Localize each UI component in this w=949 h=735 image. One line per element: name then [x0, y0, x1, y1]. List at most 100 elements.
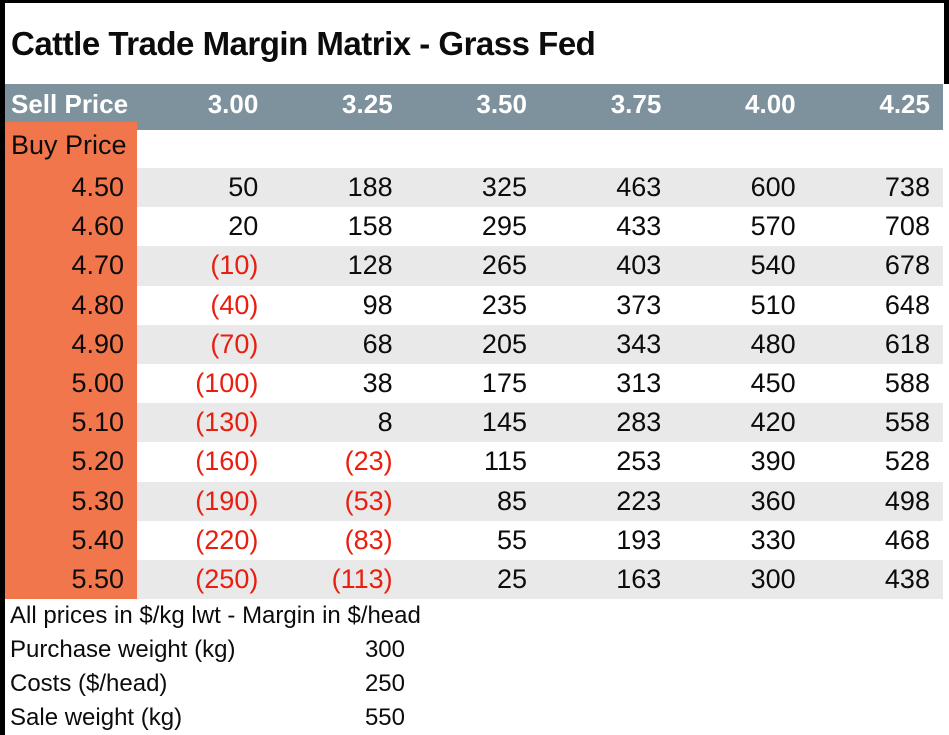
margin-cell[interactable]: (83) — [344, 524, 393, 555]
margin-cell[interactable]: 325 — [405, 168, 540, 208]
buy-price-cell[interactable]: 4.50 — [5, 168, 137, 208]
margin-cell[interactable]: 205 — [405, 324, 540, 364]
margin-cell[interactable]: 98 — [362, 289, 393, 320]
margin-cell[interactable]: 300 — [674, 559, 809, 600]
title-cell-right-border — [944, 0, 949, 84]
sell-price-header-row: Sell Price 3.00 3.25 3.50 3.75 4.00 4.25 — [5, 84, 943, 130]
margin-cell[interactable]: (220) — [195, 524, 259, 555]
margin-cell[interactable]: 193 — [616, 524, 662, 555]
margin-cell[interactable]: 498 — [808, 481, 943, 521]
sell-price-label-cell[interactable]: Sell Price — [11, 88, 129, 119]
margin-cell[interactable]: 158 — [347, 211, 393, 242]
parameter-label[interactable]: Purchase weight (kg) — [10, 636, 236, 663]
margin-cell[interactable]: 528 — [884, 446, 930, 477]
parameter-row: Sale weight (kg) 550 — [5, 701, 943, 735]
buy-price-cell[interactable]: 5.50 — [5, 559, 137, 600]
margin-cell[interactable]: (70) — [137, 324, 272, 364]
margin-cell[interactable]: (113) — [271, 559, 406, 600]
margin-cell[interactable]: 295 — [481, 211, 527, 242]
buy-price-cell[interactable]: 5.40 — [5, 520, 137, 560]
matrix-row: 5.10 (130) 8 145 283 420 558 — [5, 403, 943, 443]
margin-cell[interactable]: 600 — [674, 168, 809, 208]
margin-cell[interactable]: (10) — [137, 246, 272, 286]
margin-cell[interactable]: (130) — [137, 403, 272, 443]
margin-cell[interactable]: 265 — [405, 246, 540, 286]
parameter-label[interactable]: Costs ($/head) — [10, 670, 168, 697]
margin-cell[interactable]: 708 — [884, 211, 930, 242]
margin-cell[interactable]: 128 — [271, 246, 406, 286]
margin-cell[interactable]: 450 — [750, 368, 796, 399]
margin-cell[interactable]: 403 — [539, 246, 675, 286]
parameter-value[interactable]: 550 — [364, 704, 405, 731]
buy-price-cell[interactable]: 5.20 — [5, 442, 137, 482]
page-title: Cattle Trade Margin Matrix - Grass Fed — [11, 24, 596, 62]
parameter-value[interactable]: 250 — [364, 670, 405, 697]
margin-cell[interactable]: (40) — [210, 289, 259, 320]
margin-cell[interactable]: (23) — [344, 446, 393, 477]
margin-cell[interactable]: 570 — [750, 211, 796, 242]
matrix-row: 4.70 (10) 128 265 403 540 678 — [5, 246, 943, 286]
margin-cell[interactable]: 540 — [674, 246, 809, 286]
margin-cell[interactable]: 438 — [808, 559, 943, 600]
margin-cell[interactable]: 330 — [750, 524, 796, 555]
margin-cell[interactable]: 468 — [884, 524, 930, 555]
margin-cell[interactable]: 68 — [271, 324, 406, 364]
assumptions-block: All prices in $/kg lwt - Margin in $/hea… — [5, 599, 943, 735]
margin-cell[interactable]: 283 — [539, 403, 675, 443]
margin-cell[interactable]: 618 — [808, 324, 943, 364]
title-cell[interactable]: Cattle Trade Margin Matrix - Grass Fed — [5, 3, 945, 84]
margin-cell[interactable]: 20 — [228, 211, 259, 242]
sell-price-col-header[interactable]: 4.25 — [879, 88, 930, 119]
margin-cell[interactable]: 175 — [481, 368, 527, 399]
buy-price-cell[interactable]: 4.60 — [5, 207, 137, 247]
margin-cell[interactable]: 55 — [496, 524, 527, 555]
margin-cell[interactable]: 313 — [616, 368, 662, 399]
margin-cell[interactable]: (53) — [271, 481, 406, 521]
margin-cell[interactable]: 463 — [539, 168, 675, 208]
margin-cell[interactable]: 85 — [405, 481, 540, 521]
margin-cell[interactable]: 433 — [616, 211, 662, 242]
margin-cell[interactable]: 8 — [271, 403, 406, 443]
parameter-value[interactable]: 300 — [364, 636, 405, 663]
sell-price-col-header[interactable]: 3.25 — [342, 88, 393, 119]
margin-cell[interactable]: 738 — [808, 168, 943, 208]
sell-price-col-header[interactable]: 3.50 — [476, 88, 527, 119]
buy-price-cell[interactable]: 5.00 — [5, 363, 137, 404]
margin-cell[interactable]: 678 — [808, 246, 943, 286]
sell-price-col-header[interactable]: 3.75 — [610, 88, 662, 119]
buy-price-cell[interactable]: 5.10 — [5, 403, 137, 443]
margin-cell[interactable]: 480 — [674, 324, 809, 364]
margin-cell[interactable]: 50 — [137, 168, 272, 208]
margin-cell[interactable]: 223 — [539, 481, 675, 521]
buy-price-cell[interactable]: 4.90 — [5, 324, 137, 364]
margin-cell[interactable]: 163 — [539, 559, 675, 600]
margin-cell[interactable]: 390 — [750, 446, 796, 477]
margin-cell[interactable]: 253 — [616, 446, 662, 477]
margin-cell[interactable]: 188 — [271, 168, 406, 208]
margin-cell[interactable]: 38 — [362, 368, 393, 399]
buy-price-cell[interactable]: 4.70 — [5, 246, 137, 286]
margin-cell[interactable]: 235 — [481, 289, 527, 320]
parameter-label[interactable]: Sale weight (kg) — [10, 704, 183, 731]
matrix-row: 5.30 (190) (53) 85 223 360 498 — [5, 481, 943, 521]
margin-cell[interactable]: 25 — [405, 559, 540, 600]
margin-cell[interactable]: 373 — [616, 289, 662, 320]
margin-cell[interactable]: 588 — [884, 368, 930, 399]
margin-cell[interactable]: 558 — [808, 403, 943, 443]
margin-cell[interactable]: (250) — [137, 559, 272, 600]
margin-cell[interactable]: (100) — [195, 368, 259, 399]
margin-cell[interactable]: 510 — [750, 289, 796, 320]
sell-price-col-header[interactable]: 3.00 — [207, 88, 259, 119]
margin-cell[interactable]: 648 — [884, 289, 930, 320]
sell-price-col-header[interactable]: 4.00 — [745, 88, 796, 119]
margin-cell[interactable]: 343 — [539, 324, 675, 364]
margin-cell[interactable]: (160) — [195, 446, 259, 477]
buy-price-cell[interactable]: 4.80 — [5, 285, 137, 325]
buy-price-cell[interactable]: 5.30 — [5, 481, 137, 521]
margin-cell[interactable]: 360 — [674, 481, 809, 521]
margin-cell[interactable]: (190) — [137, 481, 272, 521]
margin-cell[interactable]: 115 — [483, 446, 527, 477]
margin-cell[interactable]: 420 — [674, 403, 809, 443]
margin-cell[interactable]: 145 — [405, 403, 540, 443]
buy-price-label-cell[interactable]: Buy Price — [5, 122, 137, 168]
